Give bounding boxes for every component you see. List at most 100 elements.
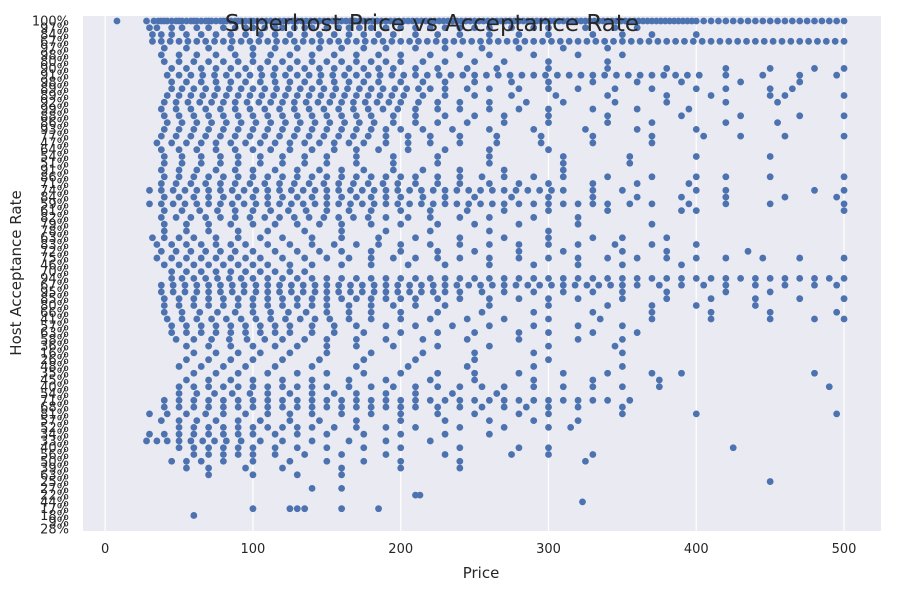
y-tick-label: 9% [48, 516, 69, 531]
data-point [205, 302, 213, 309]
data-point [205, 44, 213, 52]
data-point [441, 417, 449, 425]
data-point [330, 424, 338, 431]
data-point [441, 274, 449, 282]
data-point [663, 37, 671, 45]
data-point [508, 451, 515, 458]
data-point [500, 315, 508, 323]
data-point [737, 78, 745, 86]
data-point [308, 322, 316, 330]
data-point [744, 17, 752, 25]
data-point [441, 44, 449, 52]
data-point [160, 220, 168, 228]
data-point [219, 396, 227, 404]
data-point [256, 153, 264, 160]
data-point [367, 403, 375, 411]
data-point [488, 281, 496, 289]
data-point [423, 71, 431, 79]
data-point [521, 37, 529, 45]
data-point [633, 193, 641, 201]
data-point [293, 383, 301, 391]
data-point [389, 31, 397, 38]
data-point [301, 31, 309, 38]
data-point [434, 220, 442, 228]
data-point [471, 193, 479, 201]
data-point [589, 308, 597, 316]
data-point [178, 315, 186, 323]
data-point [412, 234, 419, 242]
data-point [205, 342, 213, 350]
data-point [330, 139, 338, 147]
data-point [234, 125, 242, 133]
data-point [160, 44, 168, 52]
data-point [548, 37, 555, 45]
data-point [240, 281, 248, 289]
data-point [485, 153, 493, 160]
data-point [689, 37, 697, 45]
y-tick-label: 95% [40, 285, 69, 300]
data-point [559, 247, 567, 255]
data-point [308, 146, 316, 154]
data-point [388, 92, 396, 99]
data-point [276, 200, 283, 208]
data-point [530, 200, 538, 208]
y-tick-label: 64% [40, 143, 69, 158]
data-point [183, 376, 190, 384]
data-point [308, 51, 316, 59]
data-point [404, 139, 412, 147]
data-point [212, 166, 220, 174]
data-point [485, 241, 493, 248]
data-point [246, 390, 254, 397]
data-point [205, 295, 213, 303]
data-point [172, 335, 180, 343]
data-point [302, 207, 310, 215]
data-point [434, 369, 442, 377]
data-point [419, 58, 427, 66]
data-point [500, 200, 508, 208]
data-point [175, 444, 183, 452]
data-point [227, 31, 235, 38]
data-point [234, 159, 242, 167]
data-point [426, 437, 434, 445]
data-point [157, 281, 165, 289]
data-point [382, 322, 390, 330]
data-point [187, 180, 195, 187]
data-point [196, 98, 204, 106]
data-point [375, 51, 382, 59]
data-point [391, 85, 399, 93]
data-point [193, 288, 201, 296]
data-point [559, 383, 567, 391]
y-tick-label: 97% [40, 21, 69, 36]
data-point [426, 85, 434, 93]
data-point [419, 78, 427, 86]
data-point [508, 24, 515, 32]
data-point [406, 200, 413, 208]
y-tick-label: 82% [40, 211, 69, 226]
data-point [394, 186, 402, 194]
data-point [345, 302, 353, 309]
data-point [228, 200, 236, 208]
data-point [633, 105, 641, 113]
data-point [293, 44, 301, 52]
y-tick-labels: 28%9%18%17%44%22%27%25%63%39%50%56%40%33… [32, 15, 69, 538]
data-point [332, 85, 340, 93]
data-point [811, 274, 818, 282]
data-point [287, 281, 295, 289]
data-point [190, 444, 198, 452]
data-point [485, 430, 493, 438]
data-point [202, 214, 210, 221]
data-point [211, 390, 218, 397]
data-point [545, 105, 552, 113]
data-point [456, 424, 464, 431]
data-point [219, 302, 227, 309]
data-point [323, 112, 331, 120]
data-point [178, 24, 186, 32]
data-point [311, 281, 319, 289]
data-point [338, 274, 346, 282]
data-point [196, 207, 204, 215]
data-point [367, 112, 375, 120]
data-point [367, 308, 375, 316]
data-point [722, 98, 730, 106]
data-point [293, 403, 301, 411]
data-point [234, 227, 242, 235]
